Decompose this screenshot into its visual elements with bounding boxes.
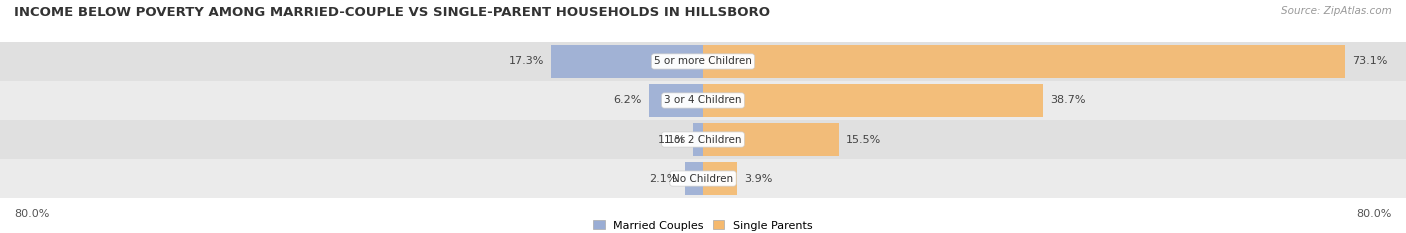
- Text: No Children: No Children: [672, 174, 734, 184]
- Text: 80.0%: 80.0%: [14, 209, 49, 219]
- Text: 5 or more Children: 5 or more Children: [654, 56, 752, 66]
- Bar: [685, 162, 703, 195]
- Text: 15.5%: 15.5%: [846, 134, 882, 144]
- Text: 3 or 4 Children: 3 or 4 Children: [664, 96, 742, 106]
- Bar: [648, 84, 703, 117]
- Text: Source: ZipAtlas.com: Source: ZipAtlas.com: [1281, 6, 1392, 16]
- Text: 73.1%: 73.1%: [1353, 56, 1388, 66]
- Text: 80.0%: 80.0%: [1357, 209, 1392, 219]
- Bar: [693, 123, 703, 156]
- Text: 1.1%: 1.1%: [658, 134, 686, 144]
- Bar: [551, 45, 703, 78]
- Bar: [0, 42, 1406, 81]
- Text: 38.7%: 38.7%: [1050, 96, 1085, 106]
- Text: 17.3%: 17.3%: [509, 56, 544, 66]
- Bar: [0, 81, 1406, 120]
- Text: 6.2%: 6.2%: [613, 96, 641, 106]
- Bar: [0, 120, 1406, 159]
- Text: 2.1%: 2.1%: [650, 174, 678, 184]
- Bar: [0, 159, 1406, 198]
- Bar: [703, 162, 737, 195]
- Legend: Married Couples, Single Parents: Married Couples, Single Parents: [593, 220, 813, 231]
- Text: 3.9%: 3.9%: [744, 174, 773, 184]
- Bar: [703, 45, 1346, 78]
- Text: 1 or 2 Children: 1 or 2 Children: [664, 134, 742, 144]
- Bar: [703, 84, 1043, 117]
- Bar: [703, 123, 839, 156]
- Text: INCOME BELOW POVERTY AMONG MARRIED-COUPLE VS SINGLE-PARENT HOUSEHOLDS IN HILLSBO: INCOME BELOW POVERTY AMONG MARRIED-COUPL…: [14, 6, 770, 19]
